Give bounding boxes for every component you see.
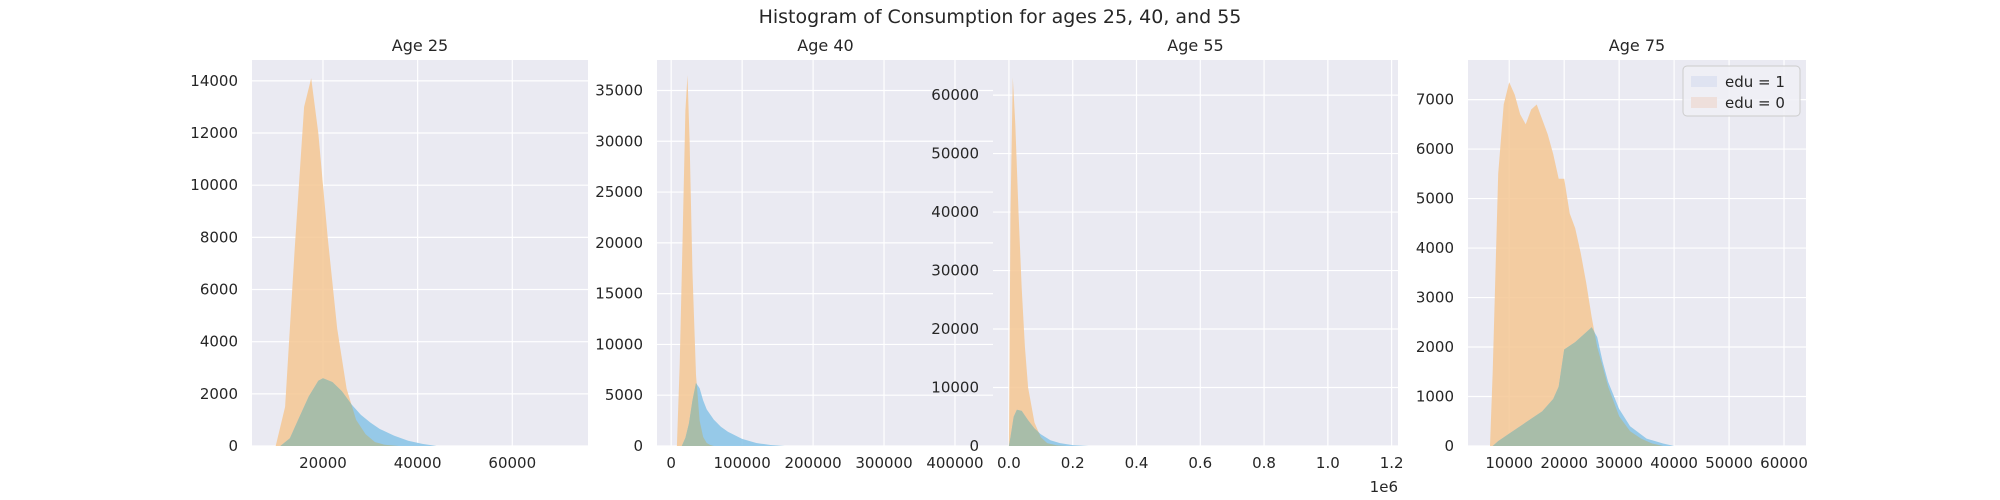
y-tick-label: 30000 xyxy=(931,262,979,280)
histogram-series-edu-1 xyxy=(681,383,785,446)
y-tick-label: 35000 xyxy=(595,81,643,99)
x-tick-label: 0.4 xyxy=(1125,454,1149,472)
x-tick-label: 0.0 xyxy=(997,454,1021,472)
histogram-overlap xyxy=(280,378,399,446)
x-tick-label: 10000 xyxy=(1485,454,1533,472)
y-tick-label: 4000 xyxy=(200,333,238,351)
y-tick-label: 6000 xyxy=(1416,140,1454,158)
y-tick-label: 7000 xyxy=(1416,91,1454,109)
y-tick-label: 8000 xyxy=(200,228,238,246)
figure-title: Histogram of Consumption for ages 25, 40… xyxy=(758,6,1242,28)
y-tick-label: 0 xyxy=(633,437,643,455)
panel-age-25: 20000 40000 60000 0 2000 4000 6000 8000 10000 120… xyxy=(190,36,588,472)
y-tick-label: 20000 xyxy=(595,234,643,252)
legend-label-edu-1: edu = 1 xyxy=(1725,73,1785,91)
x-tick-label: 200000 xyxy=(784,454,841,472)
x-tick-label: 0 xyxy=(666,454,676,472)
x-tick-label: 0.6 xyxy=(1188,454,1212,472)
panel-title: Age 55 xyxy=(1167,36,1223,55)
x-tick-label: 1.0 xyxy=(1316,454,1340,472)
y-tick-label: 12000 xyxy=(190,124,238,142)
x-tick-label: 0.2 xyxy=(1061,454,1085,472)
x-tick-label: 1.2 xyxy=(1380,454,1404,472)
plot-background xyxy=(657,60,994,446)
x-tick-label: 400000 xyxy=(926,454,983,472)
y-tick-label: 0 xyxy=(1444,437,1454,455)
y-tick-label: 0 xyxy=(969,437,979,455)
y-tick-label: 4000 xyxy=(1416,239,1454,257)
y-tick-label: 0 xyxy=(228,437,238,455)
histogram-series-edu-0 xyxy=(676,75,714,446)
y-tick-label: 60000 xyxy=(931,86,979,104)
y-tick-label: 25000 xyxy=(595,183,643,201)
x-tick-label: 40000 xyxy=(394,454,442,472)
y-tick-label: 50000 xyxy=(931,145,979,163)
x-tick-label: 40000 xyxy=(1650,454,1698,472)
y-tick-label: 2000 xyxy=(1416,338,1454,356)
histogram-series-edu-0 xyxy=(1490,82,1664,446)
legend: edu = 1 edu = 0 xyxy=(1682,65,1801,117)
x-offset-label: 1e6 xyxy=(1370,478,1398,496)
plot-background xyxy=(993,60,1398,446)
y-tick-label: 14000 xyxy=(190,72,238,90)
y-tick-label: 5000 xyxy=(605,386,643,404)
y-tick-label: 40000 xyxy=(931,203,979,221)
x-tick-label: 60000 xyxy=(488,454,536,472)
panel-age-75: 10000 20000 30000 40000 50000 60000 0 1000 2000 3… xyxy=(1416,36,1808,472)
histogram-overlap xyxy=(1008,409,1067,446)
y-tick-label: 20000 xyxy=(931,320,979,338)
y-tick-label: 15000 xyxy=(595,285,643,303)
x-tick-label: 60000 xyxy=(1760,454,1808,472)
x-tick-label: 30000 xyxy=(1595,454,1643,472)
y-tick-label: 30000 xyxy=(595,132,643,150)
x-tick-label: 0.8 xyxy=(1252,454,1276,472)
panel-title: Age 40 xyxy=(797,36,853,55)
panel-title: Age 25 xyxy=(392,36,448,55)
histogram-overlap xyxy=(1492,327,1664,446)
y-tick-label: 6000 xyxy=(200,281,238,299)
panel-age-55: 0.0 0.2 0.4 0.6 0.8 1.0 1.2 0 10000 20000 30000 400… xyxy=(931,36,1403,496)
x-tick-label: 50000 xyxy=(1705,454,1753,472)
panel-title: Age 75 xyxy=(1609,36,1665,55)
y-tick-label: 2000 xyxy=(200,385,238,403)
y-tick-label: 1000 xyxy=(1416,388,1454,406)
y-tick-label: 3000 xyxy=(1416,289,1454,307)
panel-age-40: 0 100000 200000 300000 400000050001000015000… xyxy=(595,36,994,472)
y-tick-label: 10000 xyxy=(190,176,238,194)
x-tick-label: 20000 xyxy=(299,454,347,472)
histogram-series-edu-0 xyxy=(275,78,399,446)
x-tick-label: 100000 xyxy=(714,454,771,472)
histogram-series-edu-0 xyxy=(1008,77,1067,446)
y-tick-label: 10000 xyxy=(931,379,979,397)
legend-label-edu-0: edu = 0 xyxy=(1725,94,1785,112)
legend-swatch-edu-0 xyxy=(1691,97,1717,108)
y-tick-label: 5000 xyxy=(1416,190,1454,208)
y-tick-label: 10000 xyxy=(595,335,643,353)
x-tick-label: 20000 xyxy=(1540,454,1588,472)
x-tick-label: 300000 xyxy=(855,454,912,472)
legend-swatch-edu-1 xyxy=(1691,76,1717,87)
